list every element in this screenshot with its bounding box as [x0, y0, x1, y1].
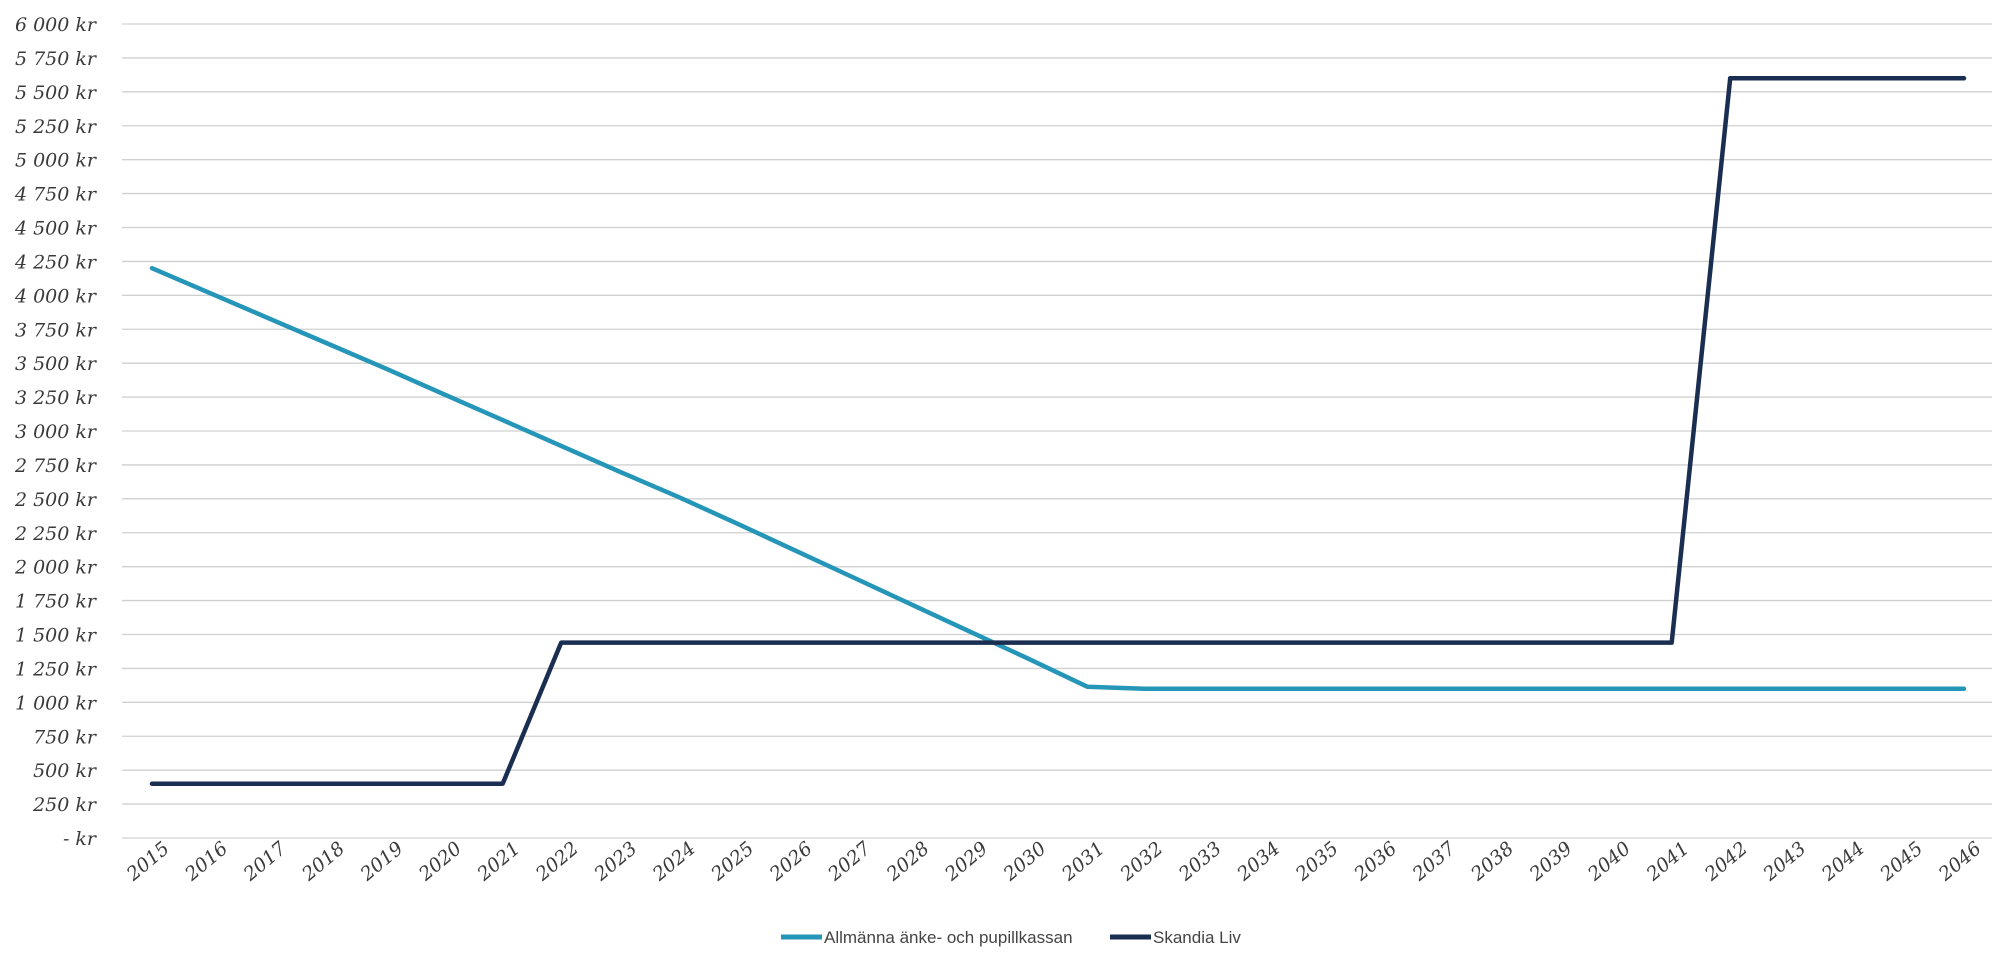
legend-label-series-1: Allmänna änke- och pupillkassan — [824, 928, 1073, 947]
x-tick-label: 2026 — [765, 837, 817, 886]
y-tick-label: 3 000 kr — [15, 421, 98, 443]
y-tick-label: 5 000 kr — [15, 150, 98, 172]
gridlines — [122, 23, 1992, 839]
y-tick-label: 750 kr — [33, 726, 98, 748]
x-tick-label: 2046 — [1934, 837, 1986, 886]
x-tick-label: 2028 — [882, 837, 934, 886]
x-tick-label: 2018 — [297, 837, 349, 886]
x-tick-label: 2034 — [1232, 837, 1284, 886]
y-tick-label: - kr — [63, 828, 98, 850]
x-tick-label: 2045 — [1875, 837, 1927, 886]
x-tick-label: 2015 — [122, 837, 174, 886]
x-tick-label: 2040 — [1583, 837, 1635, 886]
x-tick-label: 2044 — [1817, 837, 1869, 886]
y-tick-label: 1 500 kr — [15, 625, 98, 647]
y-tick-label: 250 kr — [32, 794, 98, 816]
y-tick-label: 4 250 kr — [14, 251, 98, 273]
x-tick-label: 2024 — [648, 837, 700, 886]
x-tick-label: 2021 — [472, 837, 524, 886]
x-tick-label: 2037 — [1408, 837, 1461, 886]
x-tick-label: 2039 — [1525, 837, 1577, 886]
y-tick-label: 2 000 kr — [14, 557, 98, 579]
y-tick-label: 4 750 kr — [14, 184, 98, 206]
y-tick-label: 2 750 kr — [14, 455, 98, 477]
series-lines — [149, 76, 1967, 786]
y-tick-label: 5 750 kr — [15, 48, 98, 70]
y-tick-label: 1 750 kr — [15, 591, 98, 613]
x-tick-label: 2035 — [1291, 837, 1343, 886]
y-tick-label: 3 750 kr — [15, 319, 98, 341]
y-tick-label: 2 250 kr — [14, 523, 98, 545]
x-tick-label: 2016 — [180, 837, 232, 886]
x-tick-label: 2017 — [239, 837, 292, 886]
x-tick-label: 2036 — [1349, 837, 1401, 886]
series-line-2[interactable] — [149, 76, 1967, 786]
y-axis-tick-labels: - kr 250 kr 500 kr 750 kr 1 000 kr 1 250 kr 1 … — [14, 14, 98, 850]
y-tick-label: 5 500 kr — [15, 82, 98, 104]
y-tick-label: 4 000 kr — [14, 285, 98, 307]
legend-item-series-2[interactable]: Skandia Liv — [1110, 928, 1241, 947]
y-tick-label: 1 250 kr — [15, 658, 98, 680]
y-tick-label: 3 250 kr — [15, 387, 98, 409]
x-tick-label: 2025 — [706, 837, 758, 886]
x-tick-label: 2029 — [940, 837, 992, 886]
x-tick-label: 2033 — [1174, 837, 1226, 886]
x-tick-label: 2042 — [1700, 837, 1752, 886]
y-tick-label: 4 500 kr — [14, 218, 98, 240]
x-tick-label: 2019 — [356, 837, 408, 886]
legend-label-series-2: Skandia Liv — [1153, 928, 1241, 947]
legend-item-series-1[interactable]: Allmänna änke- och pupillkassan — [781, 928, 1073, 947]
x-tick-label: 2038 — [1466, 837, 1518, 886]
x-tick-label: 2043 — [1758, 837, 1810, 886]
series-line-1[interactable] — [149, 265, 1967, 692]
x-tick-label: 2030 — [999, 837, 1051, 886]
x-axis-tick-labels: 2015 2016 2017 2018 2019 2020 2021 2022 2023 2024… — [122, 837, 1986, 886]
legend: Allmänna änke- och pupillkassan Skandia … — [781, 928, 1241, 947]
x-tick-label: 2027 — [823, 837, 876, 886]
y-tick-label: 3 500 kr — [15, 353, 98, 375]
x-tick-label: 2031 — [1057, 837, 1109, 886]
y-tick-label: 2 500 kr — [14, 489, 98, 511]
y-tick-label: 500 kr — [33, 760, 98, 782]
y-tick-label: 1 000 kr — [15, 692, 98, 714]
x-tick-label: 2032 — [1115, 837, 1167, 886]
y-tick-label: 6 000 kr — [15, 14, 98, 36]
x-tick-label: 2041 — [1642, 837, 1694, 886]
x-tick-label: 2023 — [589, 837, 641, 886]
x-tick-label: 2022 — [531, 837, 583, 886]
x-tick-label: 2020 — [414, 837, 466, 886]
y-tick-label: 5 250 kr — [15, 116, 98, 138]
